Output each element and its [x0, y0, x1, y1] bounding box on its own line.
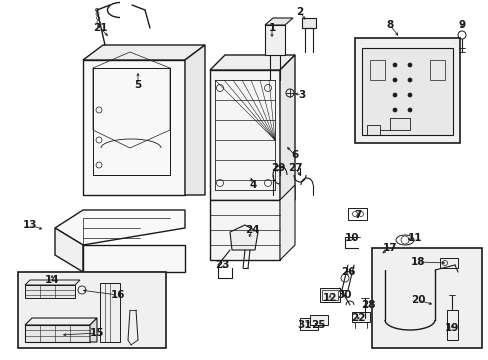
Polygon shape [90, 318, 97, 342]
Polygon shape [209, 70, 280, 200]
Bar [319, 288, 339, 302]
Text: 22: 22 [350, 313, 365, 323]
Text: 9: 9 [458, 20, 465, 30]
Bar [351, 312, 369, 322]
Bar [429, 60, 444, 80]
Circle shape [407, 78, 411, 82]
Polygon shape [25, 318, 97, 325]
Polygon shape [264, 25, 285, 55]
Text: 31: 31 [297, 320, 312, 330]
Text: 29: 29 [270, 163, 285, 173]
Polygon shape [446, 310, 457, 340]
Text: 16: 16 [110, 290, 125, 300]
Circle shape [407, 108, 411, 112]
Bar [321, 290, 337, 300]
Text: 17: 17 [382, 243, 397, 253]
Polygon shape [55, 228, 83, 272]
Polygon shape [280, 185, 294, 260]
Bar [309, 315, 327, 325]
Text: 21: 21 [93, 23, 107, 33]
Polygon shape [100, 283, 120, 342]
Text: 2: 2 [296, 7, 303, 17]
Circle shape [392, 108, 396, 112]
Polygon shape [83, 45, 204, 60]
Polygon shape [229, 225, 258, 250]
Polygon shape [55, 210, 184, 245]
Circle shape [392, 78, 396, 82]
Circle shape [407, 93, 411, 97]
Bar [439, 258, 457, 268]
Bar [371, 248, 481, 348]
Circle shape [407, 63, 411, 67]
Text: 3: 3 [298, 90, 305, 100]
Text: 15: 15 [90, 328, 104, 338]
Text: 25: 25 [310, 320, 325, 330]
Text: 27: 27 [287, 163, 302, 173]
Circle shape [392, 63, 396, 67]
Text: 30: 30 [337, 290, 351, 300]
Bar [354, 38, 459, 143]
Text: 28: 28 [360, 300, 374, 310]
Polygon shape [83, 245, 184, 272]
Text: 6: 6 [291, 150, 298, 160]
Polygon shape [209, 55, 294, 70]
Text: 8: 8 [386, 20, 393, 30]
Text: 18: 18 [410, 257, 425, 267]
Text: 24: 24 [244, 225, 259, 235]
Polygon shape [83, 60, 184, 195]
Text: 12: 12 [322, 293, 337, 303]
Text: 26: 26 [340, 267, 354, 277]
Polygon shape [264, 18, 292, 25]
Bar [347, 208, 366, 220]
Circle shape [392, 93, 396, 97]
Text: 20: 20 [410, 295, 425, 305]
Polygon shape [209, 200, 280, 260]
Bar [18, 272, 165, 348]
Text: 5: 5 [134, 80, 142, 90]
Text: 10: 10 [344, 233, 359, 243]
Bar [299, 318, 317, 330]
Text: 13: 13 [23, 220, 37, 230]
Text: 23: 23 [214, 260, 229, 270]
Text: 11: 11 [407, 233, 421, 243]
Polygon shape [280, 55, 294, 200]
Text: 1: 1 [268, 23, 275, 33]
Polygon shape [25, 280, 80, 285]
Bar [369, 60, 384, 80]
Polygon shape [361, 48, 452, 135]
Text: 14: 14 [44, 275, 59, 285]
Text: 7: 7 [354, 210, 361, 220]
Polygon shape [184, 45, 204, 195]
Text: 19: 19 [444, 323, 458, 333]
Polygon shape [302, 18, 315, 28]
Polygon shape [25, 325, 90, 342]
Text: 4: 4 [249, 180, 256, 190]
Polygon shape [25, 285, 75, 298]
